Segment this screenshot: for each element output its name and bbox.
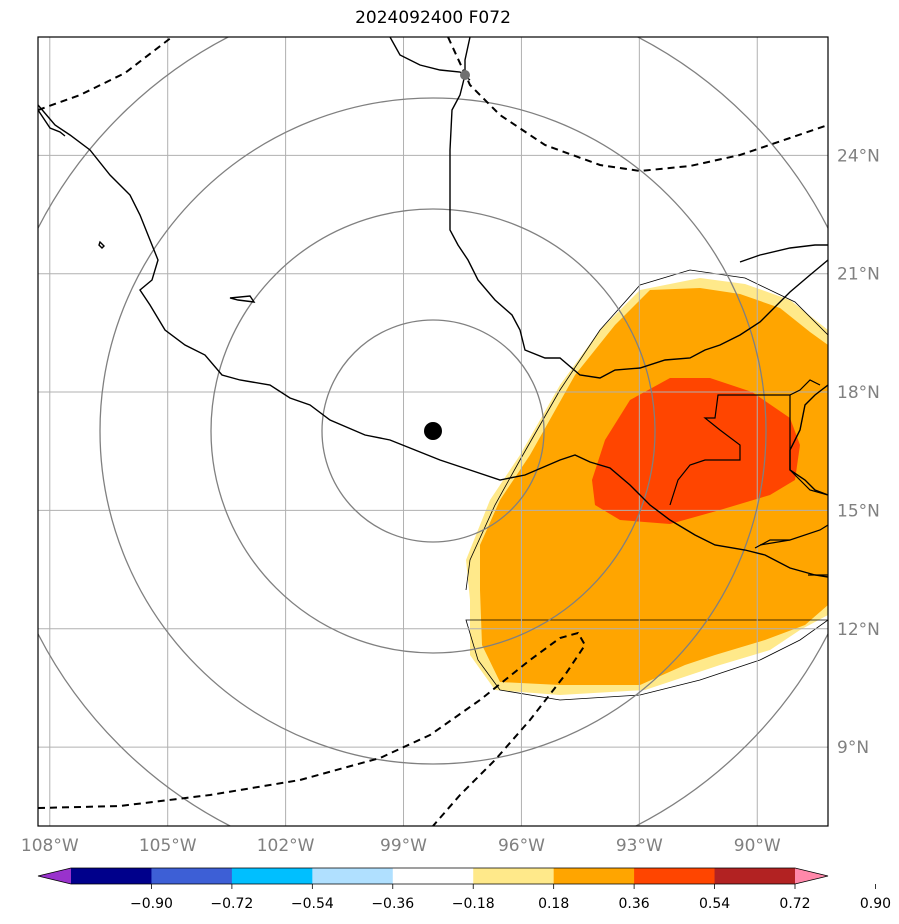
- gray-dot-icon: [460, 70, 470, 80]
- colorbar-tick-label: 0.36: [619, 896, 650, 912]
- gulf-coastline-north: [389, 37, 471, 81]
- colorbar-segment: [312, 868, 394, 884]
- colorbar-outline: [37, 867, 829, 885]
- latitude-tick-label: 12°N: [837, 620, 880, 640]
- latitude-tick-label: 21°N: [837, 265, 880, 285]
- longitude-tick-label: 105°W: [139, 836, 197, 856]
- dashed-track-south: [38, 631, 587, 826]
- colorbar-segment: [151, 868, 233, 884]
- pacific-island: [229, 295, 256, 303]
- yucatan-coast: [739, 244, 828, 263]
- baja-island: [98, 240, 105, 249]
- colorbar-tick-label: −0.72: [210, 896, 253, 912]
- map-title: 2024092400 F072: [355, 8, 511, 28]
- colorbar-extend-low: [38, 868, 71, 884]
- colorbar-segment: [231, 868, 313, 884]
- gridlines: [38, 37, 828, 826]
- map-frame: [37, 36, 829, 827]
- longitude-tick-label: 90°W: [734, 836, 781, 856]
- map-plot-area: [38, 37, 828, 826]
- border-guatemala-mexico: [669, 394, 791, 506]
- colorbar-tick-label: −0.54: [291, 896, 334, 912]
- baja-tip: [38, 109, 66, 137]
- colorbar-segment: [392, 868, 474, 884]
- range-ring-3: [99, 97, 767, 765]
- storm-center-dot-icon: [424, 422, 442, 440]
- colorbar-tick-label: −0.18: [452, 896, 495, 912]
- colorbar-segment: [714, 868, 796, 884]
- pacific-coastline: [38, 104, 828, 578]
- longitude-tick-label: 93°W: [616, 836, 663, 856]
- colorbar-tick-label: 0.90: [860, 896, 891, 912]
- range-ring-2: [210, 208, 656, 654]
- range-rings: [38, 37, 828, 826]
- latitude-labels: 9°N 12°N 15°N 18°N 21°N 24°N: [837, 146, 880, 758]
- border-el-salvador: [754, 539, 790, 549]
- colorbar-tick-label: 0.54: [699, 896, 730, 912]
- probability-outline: [465, 269, 828, 701]
- colorbar-tick-label: 0.72: [779, 896, 810, 912]
- shading-0-54-0-72: [592, 378, 800, 524]
- colorbar-segment: [553, 868, 635, 884]
- dashed-track-northwest: [38, 37, 173, 111]
- longitude-tick-label: 108°W: [21, 836, 79, 856]
- latitude-tick-label: 24°N: [837, 146, 880, 166]
- longitude-tick-label: 99°W: [380, 836, 427, 856]
- dashed-tracks: [38, 37, 828, 826]
- latitude-tick-label: 15°N: [837, 501, 880, 521]
- colorbar-segment: [473, 868, 555, 884]
- border-belize: [789, 379, 821, 396]
- dashed-track-northeast: [447, 37, 828, 173]
- colorbar-tick-label: 0.18: [538, 896, 569, 912]
- longitude-labels: 108°W 105°W 102°W 99°W 96°W 93°W 90°W: [21, 836, 781, 856]
- gulf-coastline: [449, 37, 828, 379]
- colorbar-segment: [634, 868, 716, 884]
- border-honduras: [759, 469, 828, 546]
- colorbar: −0.90 −0.72 −0.54 −0.36 −0.18 0.18 0.36 0.54 0.7…: [37, 867, 891, 912]
- colorbar-segment: [71, 868, 152, 884]
- colorbar-tick-label: −0.36: [371, 896, 414, 912]
- longitude-tick-label: 102°W: [257, 836, 315, 856]
- longitude-tick-label: 96°W: [498, 836, 545, 856]
- latitude-tick-label: 18°N: [837, 383, 880, 403]
- colorbar-tick-label: −0.90: [130, 896, 173, 912]
- country-borders: [669, 379, 828, 576]
- latitude-tick-label: 9°N: [837, 738, 869, 758]
- colorbar-extend-high: [795, 868, 828, 884]
- range-ring-1: [321, 319, 545, 543]
